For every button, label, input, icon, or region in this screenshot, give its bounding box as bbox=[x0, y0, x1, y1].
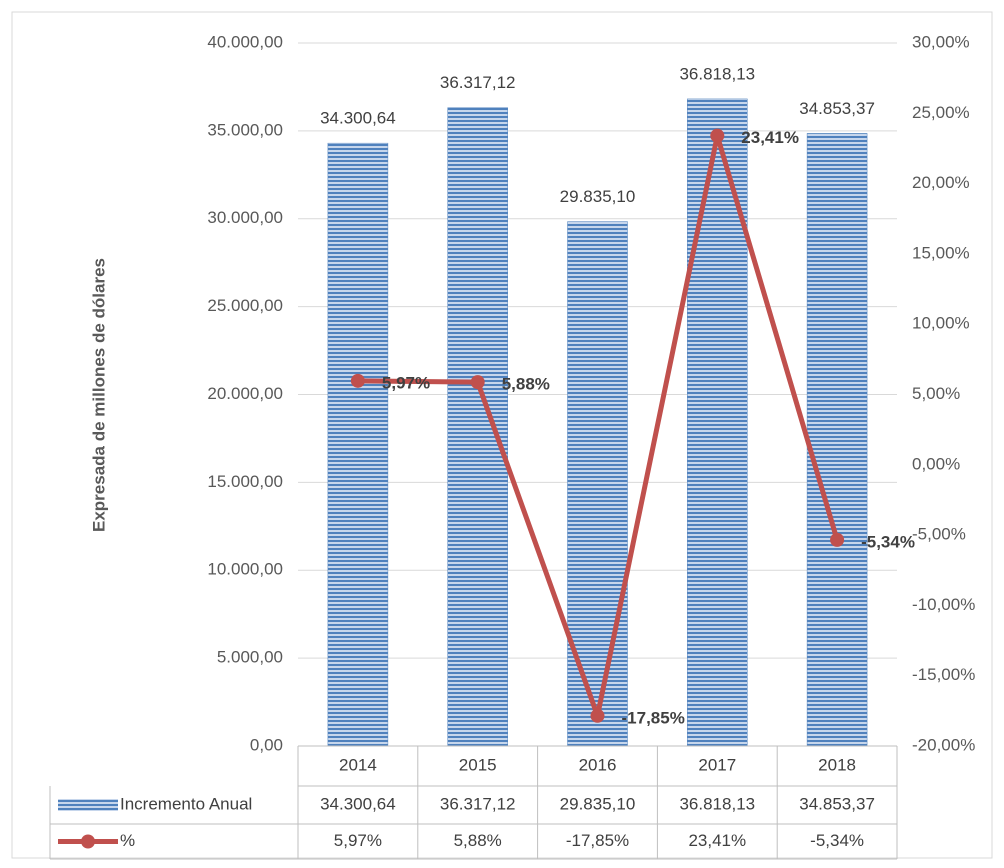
x-tick-label: 2018 bbox=[818, 755, 856, 774]
y2-tick-label: 15,00% bbox=[912, 243, 970, 262]
x-tick-label: 2017 bbox=[698, 755, 736, 774]
y2-tick-label: 30,00% bbox=[912, 32, 970, 51]
y2-tick-label: 25,00% bbox=[912, 103, 970, 122]
line-value-label: -17,85% bbox=[622, 708, 685, 727]
x-tick-label: 2016 bbox=[579, 755, 617, 774]
y-tick-label: 30.000,00 bbox=[207, 208, 283, 227]
bar-value-label: 34.300,64 bbox=[320, 109, 396, 128]
line-value-label: 5,88% bbox=[502, 375, 550, 394]
bar bbox=[806, 133, 868, 747]
table-cell: 5,88% bbox=[454, 831, 502, 850]
table-cell: -5,34% bbox=[810, 831, 864, 850]
table-cell: -17,85% bbox=[566, 831, 629, 850]
y-axis-label: Expresada de millones de dólares bbox=[89, 258, 108, 532]
legend-label: Incremento Anual bbox=[120, 794, 252, 813]
table-cell: 23,41% bbox=[688, 831, 746, 850]
bar bbox=[567, 221, 628, 747]
line-value-label: -5,34% bbox=[861, 532, 915, 551]
y-tick-label: 35.000,00 bbox=[207, 120, 283, 139]
bar-value-label: 29.835,10 bbox=[560, 187, 636, 206]
bar-value-label: 36.317,12 bbox=[440, 73, 516, 92]
y-tick-label: 10.000,00 bbox=[207, 560, 283, 579]
bar-value-label: 36.818,13 bbox=[679, 64, 755, 83]
y2-tick-label: -10,00% bbox=[912, 595, 975, 614]
line-marker bbox=[470, 375, 485, 390]
y-tick-label: 40.000,00 bbox=[207, 32, 283, 51]
y-tick-label: 15.000,00 bbox=[207, 472, 283, 491]
line-value-label: 5,97% bbox=[382, 373, 430, 392]
bar-value-label: 34.853,37 bbox=[799, 99, 875, 118]
y-tick-label: 25.000,00 bbox=[207, 296, 283, 315]
line-marker bbox=[590, 708, 605, 723]
line-value-label: 23,41% bbox=[741, 128, 799, 147]
y2-tick-label: 5,00% bbox=[912, 384, 960, 403]
y-tick-label: 5.000,00 bbox=[217, 648, 283, 667]
legend-key bbox=[81, 834, 95, 849]
bar bbox=[447, 107, 508, 747]
y2-tick-label: 10,00% bbox=[912, 314, 970, 333]
line-marker bbox=[710, 128, 725, 143]
bar bbox=[327, 142, 389, 747]
y2-tick-label: 20,00% bbox=[912, 173, 970, 192]
y-tick-label: 20.000,00 bbox=[207, 384, 283, 403]
table-cell: 36.818,13 bbox=[679, 794, 755, 813]
legend-label: % bbox=[120, 831, 135, 850]
legend-key bbox=[58, 799, 118, 811]
y-tick-label: 0,00 bbox=[250, 735, 283, 754]
table-cell: 34.853,37 bbox=[799, 794, 875, 813]
y2-tick-label: -15,00% bbox=[912, 665, 975, 684]
y2-tick-label: 0,00% bbox=[912, 454, 960, 473]
line-marker bbox=[350, 373, 365, 388]
table-cell: 5,97% bbox=[334, 831, 382, 850]
bar bbox=[687, 98, 748, 747]
y2-tick-label: -20,00% bbox=[912, 735, 975, 754]
line-marker bbox=[830, 532, 845, 547]
table-cell: 36.317,12 bbox=[440, 794, 516, 813]
x-tick-label: 2014 bbox=[339, 755, 377, 774]
x-tick-label: 2015 bbox=[459, 755, 497, 774]
table-cell: 29.835,10 bbox=[560, 794, 636, 813]
y2-tick-label: -5,00% bbox=[912, 525, 966, 544]
table-cell: 34.300,64 bbox=[320, 794, 396, 813]
